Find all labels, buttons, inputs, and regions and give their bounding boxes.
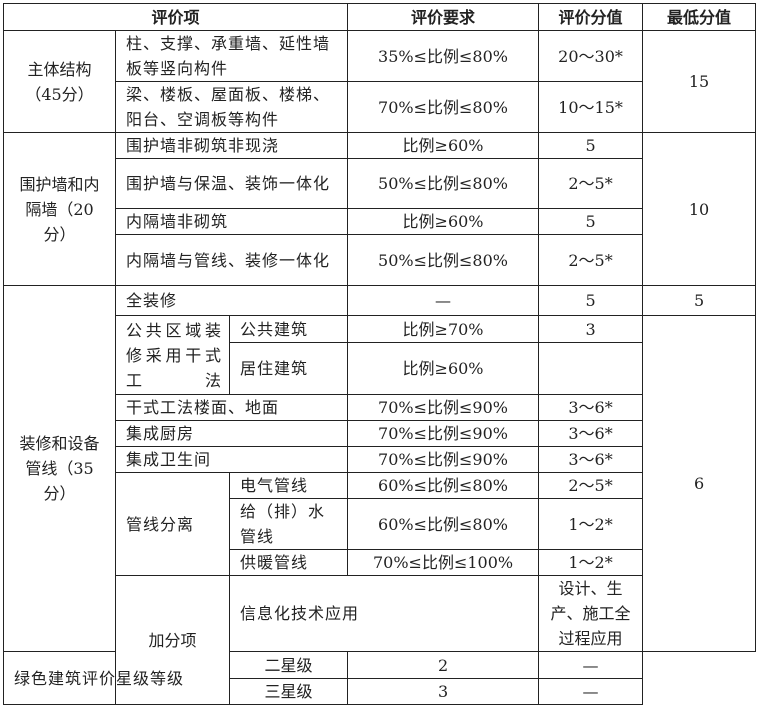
score-cell <box>538 342 644 395</box>
req-cell: 70%≤比例≤80% <box>347 81 540 133</box>
table-row: 主体结构（45分） 柱、支撑、承重墙、延性墙板等竖向构件 35%≤比例≤80% … <box>3 30 757 133</box>
item-cell: 梁、楼板、屋面板、楼梯、阳台、空调板等构件 <box>114 81 349 133</box>
table-row: 供暖管线 70%≤比例≤100% 1～2* <box>4 549 756 576</box>
item-cell: 围护墙非砌筑非现浇 <box>114 132 349 159</box>
score-cell: 20～30* <box>538 30 644 82</box>
header-item: 评价项 <box>2 3 349 31</box>
table-row: 梁、楼板、屋面板、楼梯、阳台、空调板等构件 70%≤比例≤80% 10～15* <box>4 81 756 133</box>
min-cell: 5 <box>642 285 757 316</box>
req-cell: 35%≤比例≤80% <box>347 30 540 82</box>
category-envelope: 围护墙和内隔墙（20分） <box>3 132 116 286</box>
table-row: 绿色建筑评价星级等级 二星级 2 — <box>3 651 756 705</box>
item-cell: 柱、支撑、承重墙、延性墙板等竖向构件 <box>114 30 349 82</box>
score-cell: 3～6* <box>538 446 644 473</box>
score-cell: 3～6* <box>538 420 644 447</box>
sub-item-cell: 供暖管线 <box>228 549 349 576</box>
min-cell: — <box>538 678 644 705</box>
header-row: 评价项 评价要求 评价分值 最低分值 <box>2 3 757 31</box>
sub-item-cell: 公共建筑 <box>228 315 349 343</box>
table-row: 给（排）水管线 60%≤比例≤80% 1～2* <box>4 498 756 550</box>
score-cell: 1～2* <box>538 549 644 576</box>
table-row: 装修和设备管线（35分） 全装修 — 5 5 <box>3 285 757 652</box>
req-cell: 比例≥70% <box>347 315 540 343</box>
score-cell: 5 <box>538 285 644 316</box>
req-cell: 70%≤比例≤90% <box>347 394 540 421</box>
category-decoration: 装修和设备管线（35分） <box>3 285 116 652</box>
item-cell: 信息化技术应用 <box>228 575 540 652</box>
score-cell: 3 <box>347 678 540 705</box>
item-cell: 集成卫生间 <box>114 446 349 473</box>
req-cell: 50%≤比例≤80% <box>347 234 540 286</box>
req-cell: 三星级 <box>228 678 349 705</box>
item-cell: 管线分离 <box>115 472 230 576</box>
req-cell: 70%≤比例≤100% <box>347 549 540 576</box>
assessment-table: 评价项 评价要求 评价分值 最低分值 主体结构（45分） 柱、支撑、承重墙、延性… <box>2 3 757 705</box>
req-cell: 70%≤比例≤90% <box>347 420 540 447</box>
score-cell: 2～5* <box>538 472 644 499</box>
req-cell: 60%≤比例≤80% <box>347 472 540 499</box>
min-cell: 10 <box>642 132 757 286</box>
req-cell: — <box>347 285 540 316</box>
req-cell: 比例≥60% <box>347 342 540 395</box>
score-cell: 1～2* <box>538 498 644 550</box>
req-cell: 二星级 <box>228 651 349 679</box>
score-cell: 2～5* <box>538 234 644 286</box>
category-main-structure: 主体结构（45分） <box>3 30 116 133</box>
req-cell: 70%≤比例≤90% <box>347 446 540 473</box>
table-row: 干式工法楼面、地面 70%≤比例≤90% 3～6* <box>4 394 756 421</box>
table-row: 围护墙和内隔墙（20分） 围护墙非砌筑非现浇 比例≥60% 5 10 <box>3 132 757 286</box>
table-row: 内隔墙与管线、装修一体化 50%≤比例≤80% 2～5* <box>4 234 756 286</box>
score-cell: 3 <box>538 315 644 343</box>
sub-item-cell: 电气管线 <box>228 472 349 499</box>
item-cell: 干式工法楼面、地面 <box>114 394 349 421</box>
score-cell: 5 <box>538 208 644 235</box>
item-cell: 公共区域装修采用干式工法 <box>115 315 230 395</box>
req-cell: 设计、生产、施工全过程应用 <box>538 575 644 652</box>
item-cell: 内隔墙与管线、装修一体化 <box>114 234 349 286</box>
header-requirement: 评价要求 <box>347 3 540 31</box>
sub-item-cell: 给（排）水管线 <box>228 498 349 550</box>
item-cell: 绿色建筑评价星级等级 <box>3 651 230 705</box>
req-cell: 60%≤比例≤80% <box>347 498 540 550</box>
req-cell: 比例≥60% <box>347 132 540 159</box>
score-cell: 2 <box>347 651 540 679</box>
score-cell: 2～5* <box>538 158 644 209</box>
table-row: 居住建筑 比例≥60% <box>4 342 756 395</box>
req-cell: 50%≤比例≤80% <box>347 158 540 209</box>
item-cell: 内隔墙非砌筑 <box>114 208 349 235</box>
sub-item-cell: 居住建筑 <box>228 342 349 395</box>
item-cell: 集成厨房 <box>114 420 349 447</box>
item-cell: 围护墙与保温、装饰一体化 <box>114 158 349 209</box>
min-cell: 15 <box>642 30 757 133</box>
header-min-score: 最低分值 <box>642 3 757 31</box>
table-row: 围护墙与保温、装饰一体化 50%≤比例≤80% 2～5* <box>4 158 756 209</box>
table-row: 加分项 信息化技术应用 设计、生产、施工全过程应用 3 — <box>4 575 756 705</box>
score-cell: 3～6* <box>538 394 644 421</box>
header-score: 评价分值 <box>538 3 644 31</box>
min-cell: 6 <box>642 315 757 652</box>
table-row: 公共区域装修采用干式工法 公共建筑 比例≥70% 3 6 <box>4 315 757 652</box>
score-cell: 10～15* <box>538 81 644 133</box>
min-cell: — <box>538 651 644 679</box>
score-cell: 5 <box>538 132 644 159</box>
item-cell: 全装修 <box>114 285 349 316</box>
req-cell: 比例≥60% <box>347 208 540 235</box>
